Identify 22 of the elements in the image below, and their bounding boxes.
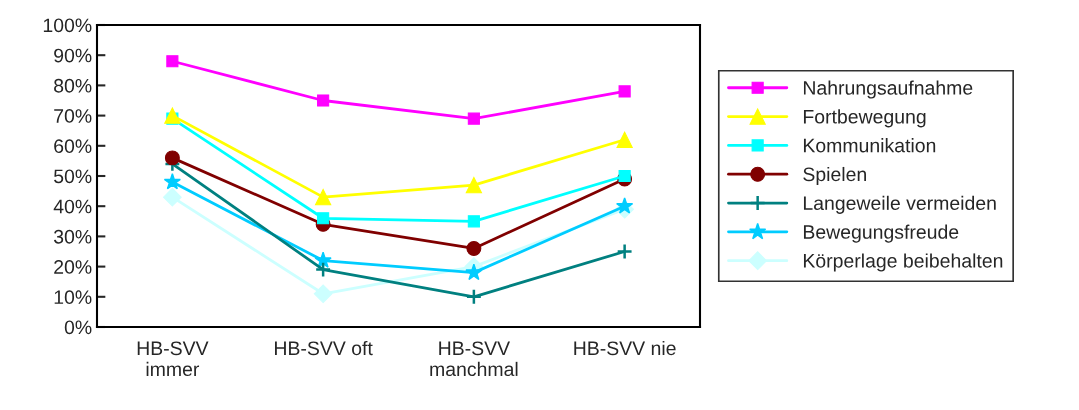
- y-tick-label: 60%: [54, 139, 92, 154]
- y-tick-label: 100%: [43, 18, 92, 33]
- y-tick-label: 80%: [54, 78, 92, 93]
- y-tick-label: 70%: [54, 109, 92, 123]
- legend-label: Langeweile vermeiden: [803, 195, 996, 214]
- x-tick-label: HB-SVV manchmal: [430, 341, 518, 377]
- y-tick-label: 10%: [54, 290, 92, 305]
- y-tick-label: 50%: [54, 169, 92, 184]
- x-tick-label: HB-SVV oft: [275, 340, 373, 356]
- x-tick-label: HB-SVV nie: [574, 340, 676, 356]
- y-tick-label: 30%: [53, 229, 92, 244]
- legend-label: Kommunikation: [803, 138, 936, 153]
- y-tick-label: 90%: [54, 48, 92, 63]
- y-tick-label: 0%: [64, 320, 92, 335]
- y-tick-label: 40%: [53, 199, 92, 214]
- legend-label: Körperlage beibehalten: [803, 253, 1003, 272]
- legend-label: Nahrungsaufnahme: [803, 80, 973, 99]
- legend-label: Fortbewegung: [803, 109, 926, 128]
- x-tick-label: HB-SVV immer: [137, 341, 209, 377]
- legend-label: Spielen: [803, 166, 866, 186]
- legend-label: Bewegungsfreude: [803, 224, 959, 243]
- y-tick-label: 20%: [54, 260, 92, 274]
